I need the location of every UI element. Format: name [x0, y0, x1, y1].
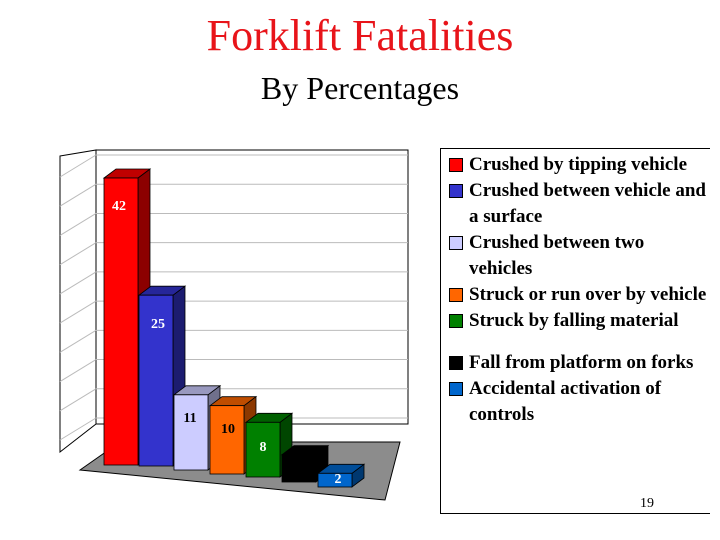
legend-label-7: Accidental activation of controls — [469, 378, 662, 425]
bar-7 — [317, 472, 353, 488]
legend-label-6: Fall from platform on forks — [469, 352, 694, 373]
legend-swatch-5 — [449, 314, 463, 328]
gridline-side — [59, 417, 97, 441]
data-label-1: 42 — [112, 199, 126, 214]
legend-item-7: Accidental activation of controls — [449, 376, 710, 428]
bar-4 — [209, 405, 245, 475]
bar-5 — [245, 421, 281, 478]
gridline-side — [59, 388, 97, 412]
gridline-side — [59, 271, 97, 295]
bar-2 — [138, 294, 174, 467]
legend-swatch-2 — [449, 184, 463, 198]
gridline-side — [59, 242, 97, 266]
gridline-side — [59, 300, 97, 324]
chart-subtitle: By Percentages — [260, 70, 460, 106]
data-label-7: 2 — [335, 472, 342, 487]
legend-item-6: Fall from platform on forks — [449, 350, 710, 376]
legend-item-1: Crushed by tipping vehicle — [449, 152, 710, 178]
legend-swatch-4 — [449, 288, 463, 302]
legend-swatch-6 — [449, 356, 463, 370]
data-label-2: 25 — [151, 317, 165, 332]
bar-1 — [103, 177, 139, 466]
data-label-4: 10 — [221, 422, 235, 437]
data-label-5: 8 — [260, 440, 267, 455]
gridline-side — [59, 329, 97, 353]
chart-title: Forklift Fatalities — [206, 11, 514, 60]
legend-swatch-3 — [449, 236, 463, 250]
legend-item-3: Crushed between two vehicles — [449, 230, 710, 282]
gridline-side — [59, 359, 97, 382]
data-label-3: 11 — [183, 411, 196, 426]
data-label-6: 4 — [297, 457, 304, 472]
legend-swatch-7 — [449, 382, 463, 396]
gridline-side — [59, 154, 97, 178]
legend-label-1: Crushed by tipping vehicle — [469, 154, 688, 175]
gridline-side — [59, 213, 97, 236]
legend-item-4: Struck or run over by vehicle — [449, 282, 710, 308]
legend-label-5: Struck by falling material — [469, 310, 679, 331]
legend-item-2: Crushed between vehicle and a surface — [449, 178, 710, 230]
legend-label-4: Struck or run over by vehicle — [469, 284, 707, 305]
gridline-side — [59, 183, 97, 207]
bar-3 — [173, 394, 209, 471]
legend-swatch-1 — [449, 158, 463, 172]
page-number: 19 — [640, 496, 654, 511]
legend-label-3: Crushed between two vehicles — [469, 232, 645, 279]
bar-6 — [281, 454, 317, 483]
chart-legend: Crushed by tipping vehicle Crushed betwee… — [440, 148, 710, 514]
legend-label-2: Crushed between vehicle and a surface — [469, 180, 706, 227]
legend-item-5: Struck by falling material — [449, 308, 710, 334]
